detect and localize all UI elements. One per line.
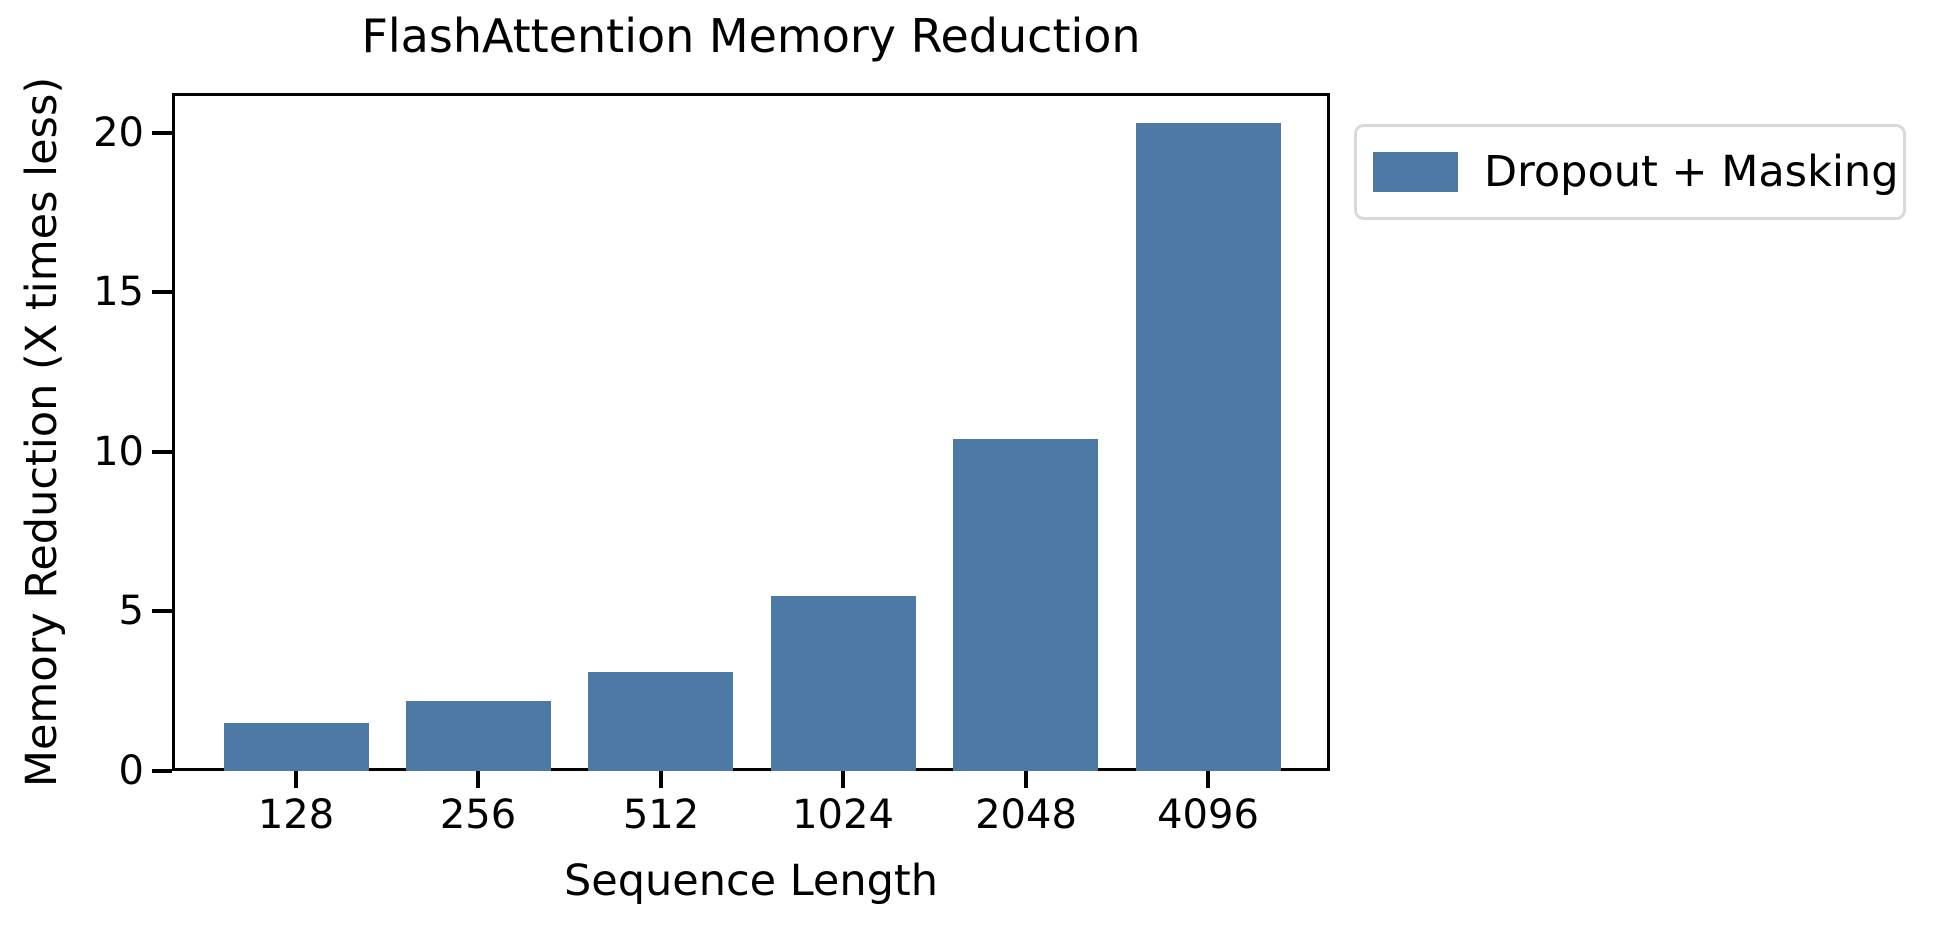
x-tick-label: 1024 [792, 792, 894, 838]
y-tick-label: 20 [93, 110, 144, 156]
y-tick-label: 15 [93, 269, 144, 315]
y-tick [152, 290, 172, 294]
bar-1024 [770, 596, 916, 771]
y-tick-label: 0 [118, 748, 144, 794]
legend: Dropout + Masking [1354, 124, 1906, 220]
x-tick-label: 128 [257, 792, 335, 838]
x-tick-label: 512 [622, 792, 700, 838]
x-tick-label: 4096 [1157, 792, 1259, 838]
y-tick [152, 769, 172, 773]
x-tick-label: 2048 [975, 792, 1077, 838]
y-tick [152, 450, 172, 454]
x-tick [1206, 771, 1210, 788]
x-tick [659, 771, 663, 788]
y-tick [152, 131, 172, 135]
x-tick [476, 771, 480, 788]
legend-label: Dropout + Masking [1484, 147, 1899, 197]
plot-area-frame [172, 93, 1330, 771]
bar-256 [405, 701, 551, 771]
x-tick [1024, 771, 1028, 788]
bar-2048 [953, 439, 1099, 771]
bar-128 [223, 723, 369, 771]
y-tick [152, 609, 172, 613]
bar-512 [588, 672, 734, 771]
y-tick-label: 10 [93, 429, 144, 475]
legend-swatch [1373, 152, 1458, 192]
bar-4096 [1135, 123, 1281, 771]
x-tick-label: 256 [439, 792, 517, 838]
x-tick [841, 771, 845, 788]
bars-group [172, 93, 1330, 771]
chart-title: FlashAttention Memory Reduction [361, 9, 1141, 63]
x-axis-label: Sequence Length [563, 856, 939, 906]
x-tick [294, 771, 298, 788]
y-tick-label: 5 [118, 588, 144, 634]
